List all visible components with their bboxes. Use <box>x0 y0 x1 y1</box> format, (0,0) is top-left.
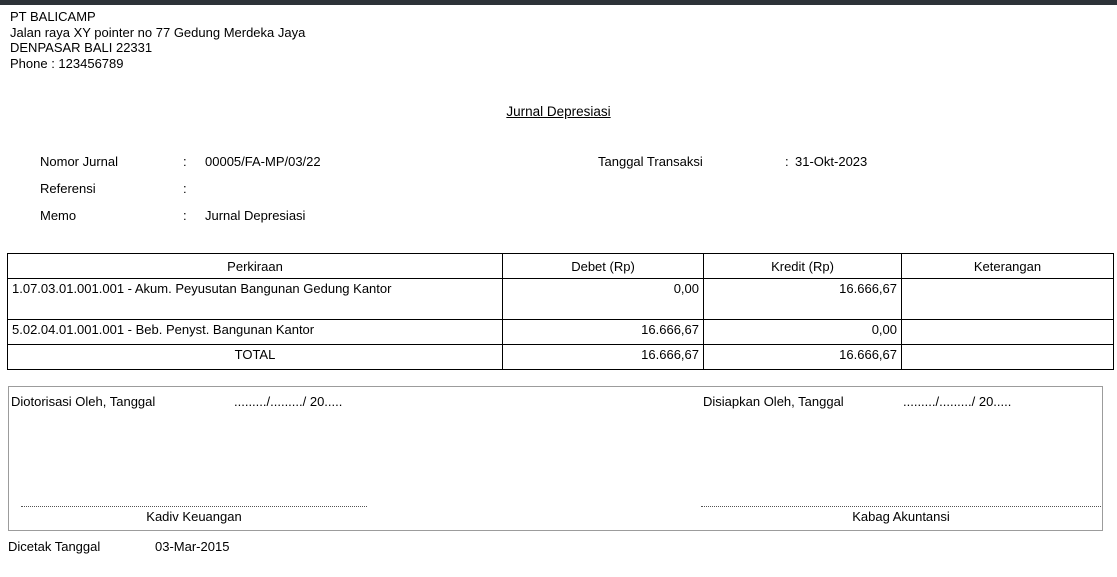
table-header-row: Perkiraan Debet (Rp) Kredit (Rp) Keteran… <box>7 253 1114 279</box>
cell-kredit: 16.666,67 <box>703 278 902 320</box>
company-phone: Phone : 123456789 <box>10 55 124 71</box>
tanggal-transaksi-label: Tanggal Transaksi <box>598 154 703 169</box>
memo-value: Jurnal Depresiasi <box>205 208 306 223</box>
prepared-by-label: Disiapkan Oleh, Tanggal <box>703 394 844 409</box>
authorized-signature-line: Kadiv Keuangan <box>21 506 367 524</box>
printed-date-value: 03-Mar-2015 <box>155 539 230 554</box>
cell-perkiraan: 5.02.04.01.001.001 - Beb. Penyst. Bangun… <box>7 319 503 345</box>
total-kredit: 16.666,67 <box>703 344 902 370</box>
authorized-by-label: Diotorisasi Oleh, Tanggal <box>11 394 156 409</box>
header-debet: Debet (Rp) <box>502 253 704 279</box>
tanggal-transaksi-separator: : <box>785 154 789 169</box>
document-title: Jurnal Depresiasi <box>0 104 1117 119</box>
signature-box: Diotorisasi Oleh, Tanggal ........./....… <box>8 386 1103 531</box>
header-keterangan: Keterangan <box>901 253 1114 279</box>
memo-label: Memo <box>40 208 77 223</box>
prepared-signature-line: Kabag Akuntansi <box>701 506 1101 524</box>
journal-table: Perkiraan Debet (Rp) Kredit (Rp) Keteran… <box>7 253 1114 370</box>
printed-date-label: Dicetak Tanggal <box>8 539 101 554</box>
total-keterangan <box>901 344 1114 370</box>
cell-debet: 0,00 <box>502 278 704 320</box>
authorized-role-label: Kadiv Keuangan <box>146 509 242 524</box>
cell-keterangan <box>901 278 1114 320</box>
table-row: 5.02.04.01.001.001 - Beb. Penyst. Bangun… <box>7 319 1114 345</box>
printed-date-row: Dicetak Tanggal 03-Mar-2015 <box>8 539 229 554</box>
prepared-role-label: Kabag Akuntansi <box>852 509 950 524</box>
nomor-jurnal-label: Nomor Jurnal <box>40 154 119 169</box>
company-address-line1: Jalan raya XY pointer no 77 Gedung Merde… <box>10 24 306 40</box>
table-total-row: TOTAL 16.666,67 16.666,67 <box>7 344 1114 370</box>
cell-kredit: 0,00 <box>703 319 902 345</box>
company-name: PT BALICAMP <box>10 9 96 24</box>
company-address-line2: DENPASAR BALI 22331 <box>10 40 153 55</box>
cell-keterangan <box>901 319 1114 345</box>
memo-separator: : <box>183 208 187 223</box>
cell-perkiraan: 1.07.03.01.001.001 - Akum. Peyusutan Ban… <box>7 278 503 320</box>
tanggal-transaksi-value: 31-Okt-2023 <box>795 154 868 169</box>
document-title-text: Jurnal Depresiasi <box>506 104 611 119</box>
referensi-label: Referensi <box>40 181 96 196</box>
header-perkiraan: Perkiraan <box>7 253 503 279</box>
window-top-bar <box>0 0 1117 5</box>
total-label: TOTAL <box>7 344 503 370</box>
nomor-jurnal-value: 00005/FA-MP/03/22 <box>205 154 321 169</box>
referensi-separator: : <box>183 181 187 196</box>
company-header: PT BALICAMP Jalan raya XY pointer no 77 … <box>10 9 305 71</box>
total-debet: 16.666,67 <box>502 344 704 370</box>
prepared-date-dots: ........./........./ 20..... <box>903 394 1012 409</box>
authorized-date-dots: ........./........./ 20..... <box>234 394 343 409</box>
table-row: 1.07.03.01.001.001 - Akum. Peyusutan Ban… <box>7 278 1114 320</box>
header-kredit: Kredit (Rp) <box>703 253 902 279</box>
cell-debet: 16.666,67 <box>502 319 704 345</box>
nomor-jurnal-separator: : <box>183 154 187 169</box>
